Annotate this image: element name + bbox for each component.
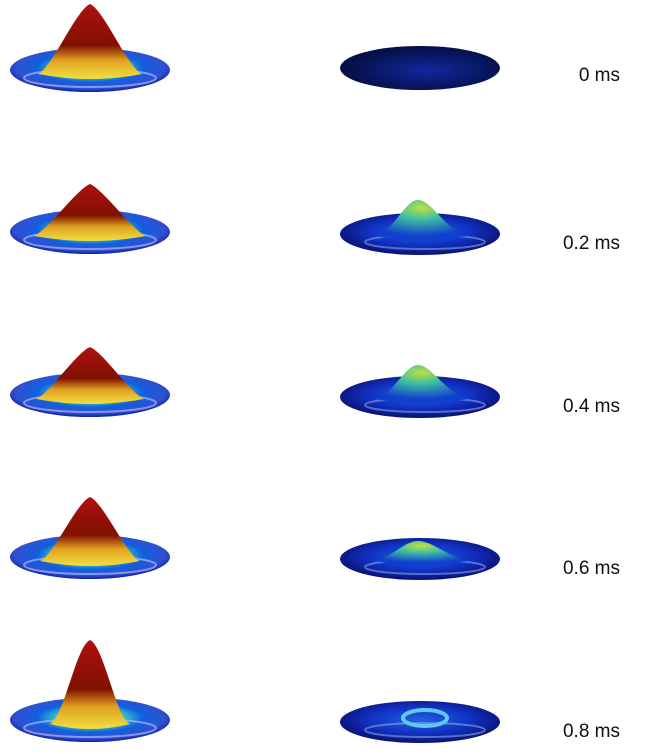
time-label: 0.4 ms bbox=[563, 396, 620, 417]
surface-peak bbox=[34, 184, 146, 241]
time-label: 0 ms bbox=[579, 65, 620, 86]
surface-peak bbox=[50, 640, 130, 729]
panel-row: 0.4 ms bbox=[10, 347, 620, 418]
panel-row: 0.8 ms bbox=[10, 640, 620, 743]
panel-row: 0.2 ms bbox=[10, 184, 620, 255]
time-label: 0.2 ms bbox=[563, 233, 620, 254]
time-label: 0.8 ms bbox=[563, 721, 620, 742]
surface-peak bbox=[38, 4, 142, 79]
surface-peak bbox=[40, 497, 140, 566]
surface-flat bbox=[340, 46, 500, 90]
surface-peak bbox=[36, 347, 144, 404]
time-label: 0.6 ms bbox=[563, 558, 620, 579]
figure: 0 ms 0.2 ms 0.4 ms 0.6 ms 0.8 ms bbox=[0, 0, 649, 754]
panel-row: 0.6 ms bbox=[10, 497, 620, 580]
panel-row: 0 ms bbox=[10, 4, 620, 92]
